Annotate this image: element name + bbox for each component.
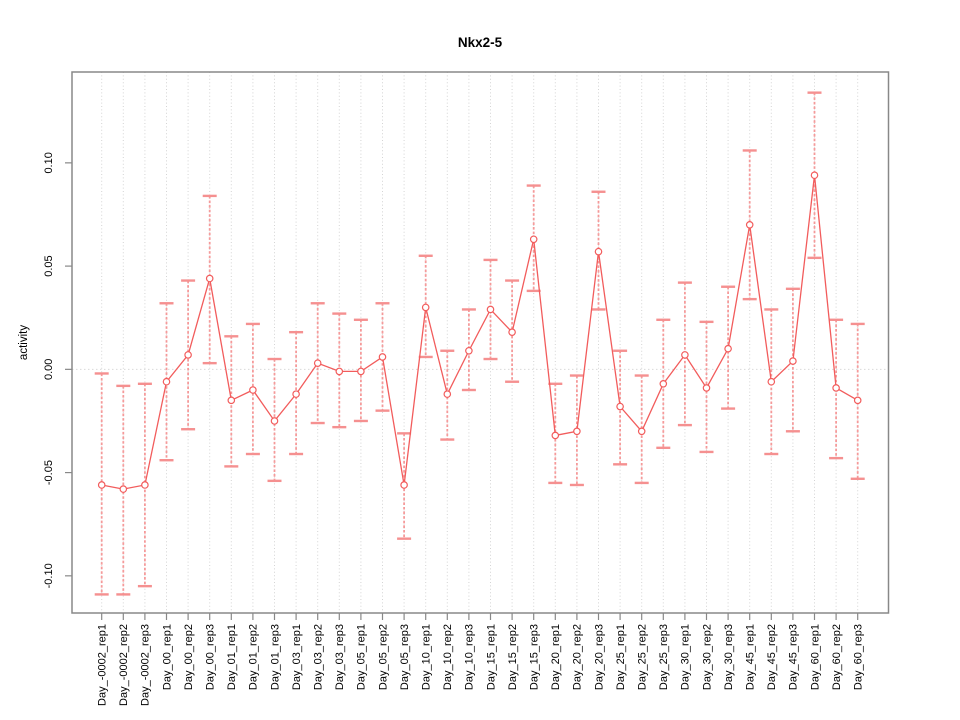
data-point — [465, 346, 473, 355]
data-point — [616, 402, 624, 411]
x-axis-label: Day_20_rep1 — [550, 624, 562, 690]
data-point — [659, 379, 668, 388]
data-point — [810, 171, 819, 180]
x-axis-label: Day_-0002_rep2 — [118, 624, 130, 706]
x-axis-label: Day_15_rep1 — [485, 624, 497, 690]
data-point — [832, 384, 840, 392]
data-point — [594, 247, 603, 256]
x-axis-label: Day_45_rep2 — [766, 624, 778, 690]
data-point — [162, 377, 171, 386]
data-point — [724, 344, 732, 353]
x-axis-label: Day_01_rep1 — [226, 624, 238, 690]
x-axis-label: Day_60_rep2 — [831, 624, 843, 690]
data-point — [443, 390, 452, 398]
data-point — [378, 353, 387, 361]
data-point — [486, 305, 495, 314]
data-point — [184, 351, 192, 359]
x-axis-label: Day_20_rep2 — [572, 624, 584, 690]
x-axis-label: Day_60_rep1 — [809, 624, 821, 690]
y-axis-label: -0.10 — [43, 563, 55, 588]
x-axis-label: Day_03_rep1 — [291, 624, 303, 690]
data-point — [270, 417, 279, 425]
x-axis-label: Day_00_rep2 — [183, 624, 195, 690]
y-axis-label: 0.10 — [43, 152, 55, 173]
data-point — [335, 367, 344, 376]
x-axis-label: Day_05_rep3 — [399, 624, 411, 690]
plot-border — [71, 71, 890, 614]
x-axis-label: Day_00_rep3 — [205, 624, 217, 690]
data-point — [313, 359, 322, 367]
x-axis-label: Day_00_rep1 — [161, 624, 173, 690]
data-point — [292, 390, 300, 398]
x-axis-label: Day_20_rep3 — [593, 624, 605, 690]
x-axis-label: Day_45_rep3 — [788, 624, 800, 690]
data-point — [119, 485, 128, 493]
data-point — [205, 274, 214, 283]
x-axis-label: Day_60_rep3 — [853, 624, 865, 690]
x-axis-label: Day_10_rep2 — [442, 624, 454, 690]
chart-title: Nkx2-5 — [458, 35, 503, 50]
plot-area: Day_-0002_rep1 Day_-0002_rep2 Day_-0002_re… — [43, 71, 890, 706]
x-axis-label: Day_03_rep3 — [334, 624, 346, 690]
x-axis-label: Day_-0002_rep1 — [97, 624, 109, 706]
x-axis-label: Day_15_rep3 — [529, 624, 541, 690]
data-point — [681, 351, 689, 359]
x-axis-label: Day_01_rep2 — [248, 624, 260, 690]
x-axis-label: Day_03_rep2 — [313, 624, 325, 690]
x-axis-label: Day_-0002_rep3 — [140, 624, 152, 706]
x-axis-label: Day_25_rep1 — [615, 624, 627, 690]
x-axis-label: Day_25_rep3 — [658, 624, 670, 690]
y-axis-title: activity — [18, 325, 30, 360]
x-axis-label: Day_25_rep2 — [637, 624, 649, 690]
x-axis-label: Day_05_rep2 — [377, 624, 389, 690]
y-axis-label: 0.05 — [43, 255, 55, 276]
data-point — [745, 221, 754, 229]
y-axis-label: -0.05 — [43, 460, 55, 485]
data-point — [400, 481, 408, 489]
y-axis-label: 0.00 — [43, 359, 55, 380]
data-point — [508, 328, 516, 336]
series-line — [101, 175, 859, 490]
x-axis-label: Day_30_rep2 — [701, 624, 713, 690]
data-point — [573, 427, 581, 436]
data-point — [551, 431, 560, 440]
x-axis-label: Day_45_rep1 — [745, 624, 757, 690]
data-point — [853, 396, 862, 405]
data-point — [421, 303, 430, 312]
x-axis-label: Day_30_rep1 — [680, 624, 692, 690]
x-axis-label: Day_15_rep2 — [507, 624, 519, 690]
data-point — [767, 377, 776, 386]
data-point — [702, 384, 711, 392]
x-axis-label: Day_05_rep1 — [356, 624, 368, 690]
x-axis-label: Day_10_rep1 — [421, 624, 433, 690]
data-point — [789, 357, 797, 365]
x-axis-label: Day_30_rep3 — [723, 624, 735, 690]
data-point — [637, 427, 646, 436]
x-axis-label: Day_01_rep3 — [269, 624, 281, 690]
data-point — [249, 386, 257, 394]
data-point — [227, 396, 236, 405]
data-point — [529, 235, 538, 244]
x-axis-label: Day_10_rep3 — [464, 624, 476, 690]
data-point — [357, 367, 365, 376]
data-point — [97, 481, 106, 489]
data-point — [141, 481, 149, 489]
